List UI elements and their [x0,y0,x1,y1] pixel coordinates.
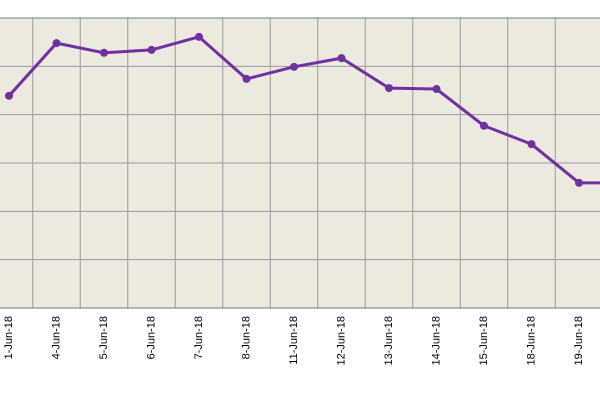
x-tick-label: 8-Jun-18 [240,316,252,359]
data-point [575,178,583,187]
data-point [195,32,203,41]
x-tick-label: 5-Jun-18 [98,316,110,359]
data-point [337,54,346,63]
data-line [7,35,600,185]
x-tick-label: 14-Jun-18 [430,316,442,366]
x-tick-label: 15-Jun-18 [478,316,490,366]
x-tick-label: 13-Jun-18 [383,316,395,366]
data-point [242,74,251,83]
data-point [147,45,156,54]
x-tick-label: 4-Jun-18 [50,316,62,359]
x-tick-label: 18-Jun-18 [525,316,537,366]
x-tick-label: 6-Jun-18 [145,316,157,359]
data-point [527,140,536,149]
data-point [480,121,488,130]
x-tick-label: 19-Jun-18 [573,316,585,366]
x-tick-label: 7-Jun-18 [193,316,205,359]
data-point [432,85,441,94]
x-tick-label: 12-Jun-18 [335,316,347,366]
data-point [385,84,393,93]
data-point [100,48,108,57]
x-tick-label: 11-Jun-18 [288,316,300,365]
data-point [290,62,298,71]
data-point [5,91,13,100]
x-tick-label: 1-Jun-18 [3,316,15,359]
data-point [52,39,61,48]
